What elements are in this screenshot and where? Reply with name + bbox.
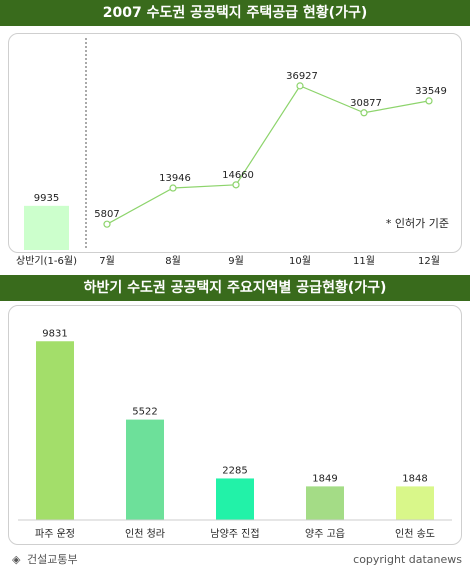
line-point	[232, 181, 240, 189]
line-point	[425, 97, 433, 105]
line-point	[169, 184, 177, 192]
point-value-label: 5807	[94, 209, 119, 220]
bar-first-half-value: 9935	[34, 193, 59, 204]
chart-title-regional: 하반기 수도권 공공택지 주요지역별 공급현황(가구)	[0, 275, 470, 301]
point-value-label: 13946	[159, 173, 191, 184]
regional-chart-panel	[8, 305, 462, 545]
point-value-label: 33549	[415, 86, 447, 97]
tick-label-region: 양주 고읍	[305, 528, 345, 540]
supply-chart-panel	[8, 33, 462, 253]
bar-region	[306, 486, 344, 520]
bar-region-value: 1848	[402, 473, 427, 484]
line-point	[103, 220, 111, 228]
annotation-permit-basis: * 인허가 기준	[386, 217, 449, 230]
bar-region-value: 1849	[312, 473, 337, 484]
bar-region-value: 5522	[132, 407, 157, 418]
tick-label-month: 9월	[228, 255, 244, 267]
tick-label-month: 12월	[418, 255, 440, 267]
source-mark: ◈	[12, 553, 21, 566]
tick-label-region: 인천 송도	[395, 528, 435, 540]
point-value-label: 36927	[286, 71, 318, 82]
tick-label-region: 파주 운정	[35, 528, 75, 540]
copyright-label: copyright datanews	[353, 553, 462, 566]
series-line-monthly	[106, 85, 430, 225]
bar-first-half	[24, 205, 69, 250]
tick-label-month: 10월	[289, 255, 311, 267]
bar-region-value: 9831	[42, 328, 67, 339]
tick-label-month: 8월	[165, 255, 181, 267]
bar-region	[36, 341, 74, 520]
tick-label-first-half: 상반기(1-6월)	[16, 255, 77, 267]
point-value-label: 30877	[350, 98, 382, 109]
tick-label-region: 남양주 진접	[210, 528, 259, 540]
bar-region	[126, 419, 164, 520]
source-label: 건설교통부	[27, 553, 78, 566]
bar-region	[396, 486, 434, 520]
tick-label-region: 인천 청라	[125, 528, 165, 540]
line-point	[360, 109, 368, 117]
line-point	[296, 82, 304, 90]
tick-label-month: 7월	[99, 255, 115, 267]
bar-region	[216, 478, 254, 520]
point-value-label: 14660	[222, 170, 254, 181]
tick-label-month: 11월	[353, 255, 375, 267]
chart-title-supply: 2007 수도권 공공택지 주택공급 현황(가구)	[0, 0, 470, 26]
bar-region-value: 2285	[222, 465, 247, 476]
